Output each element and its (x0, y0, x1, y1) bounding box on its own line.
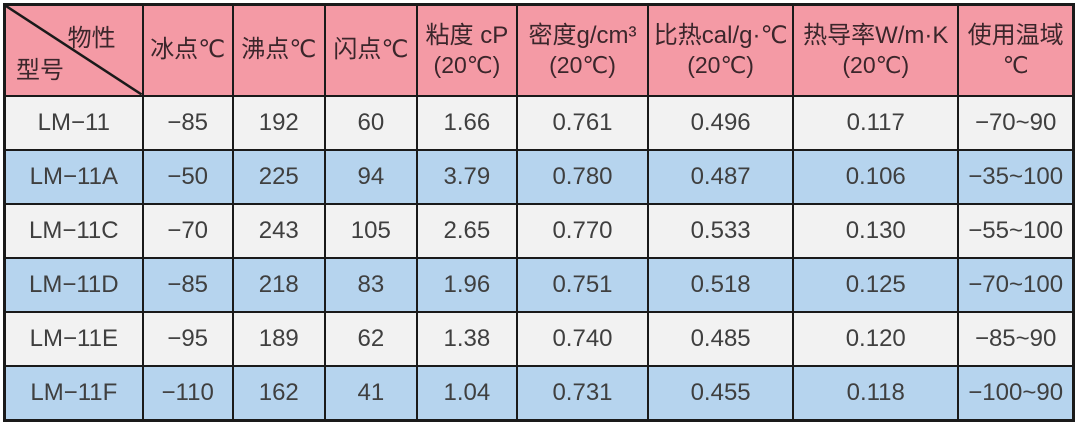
model-cell: LM−11D (3, 256, 144, 313)
header-row: 物性 型号 冰点℃ 沸点℃ 闪点℃ 粘度 cP (20℃) 密度g/cm³ (20℃) 比热c… (3, 3, 1075, 97)
value-cell: 0.106 (792, 148, 960, 205)
value-cell: −85~90 (957, 310, 1075, 367)
model-cell: LM−11 (3, 94, 144, 151)
value-cell: 1.04 (415, 364, 518, 422)
value-cell: −85 (141, 256, 234, 313)
value-cell: −95 (141, 310, 234, 367)
column-header-0: 冰点℃ (141, 3, 234, 97)
value-cell: 94 (323, 148, 418, 205)
properties-table: 物性 型号 冰点℃ 沸点℃ 闪点℃ 粘度 cP (20℃) 密度g/cm³ (20℃) 比热c… (3, 3, 1075, 422)
value-cell: 0.780 (515, 148, 650, 205)
column-header-4: 密度g/cm³ (20℃) (515, 3, 650, 97)
value-cell: 0.770 (515, 202, 650, 259)
value-cell: 3.79 (415, 148, 518, 205)
value-cell: −50 (141, 148, 234, 205)
value-cell: 0.533 (647, 202, 795, 259)
corner-model-label: 型号 (16, 56, 64, 84)
table-row: LM−11C −70 243 105 2.65 0.770 0.533 0.130 −55~10… (3, 202, 1075, 259)
value-cell: −85 (141, 94, 234, 151)
diagonal-divider-line (6, 6, 142, 95)
table-row: LM−11 −85 192 60 1.66 0.761 0.496 0.117 −70~90 (3, 94, 1075, 151)
value-cell: 105 (323, 202, 418, 259)
value-cell: 0.518 (647, 256, 795, 313)
value-cell: −70~100 (957, 256, 1075, 313)
value-cell: 2.65 (415, 202, 518, 259)
value-cell: 83 (323, 256, 418, 313)
value-cell: 60 (323, 94, 418, 151)
value-cell: 225 (231, 148, 326, 205)
value-cell: 218 (231, 256, 326, 313)
column-header-7: 使用温域 ℃ (957, 3, 1075, 97)
model-cell: LM−11A (3, 148, 144, 205)
value-cell: 1.38 (415, 310, 518, 367)
column-header-5: 比热cal/g·℃ (20℃) (647, 3, 795, 97)
model-cell: LM−11F (3, 364, 144, 422)
value-cell: −110 (141, 364, 234, 422)
value-cell: 162 (231, 364, 326, 422)
table-body: LM−11 −85 192 60 1.66 0.761 0.496 0.117 −70~90 LM… (3, 94, 1075, 422)
value-cell: 1.96 (415, 256, 518, 313)
value-cell: 0.751 (515, 256, 650, 313)
value-cell: −70~90 (957, 94, 1075, 151)
value-cell: −70 (141, 202, 234, 259)
value-cell: 62 (323, 310, 418, 367)
value-cell: 0.120 (792, 310, 960, 367)
value-cell: 0.125 (792, 256, 960, 313)
value-cell: 0.487 (647, 148, 795, 205)
value-cell: −35~100 (957, 148, 1075, 205)
value-cell: 0.118 (792, 364, 960, 422)
value-cell: 0.117 (792, 94, 960, 151)
value-cell: 0.740 (515, 310, 650, 367)
value-cell: 0.485 (647, 310, 795, 367)
value-cell: 189 (231, 310, 326, 367)
column-header-2: 闪点℃ (323, 3, 418, 97)
model-cell: LM−11C (3, 202, 144, 259)
column-header-3: 粘度 cP (20℃) (415, 3, 518, 97)
model-cell: LM−11E (3, 310, 144, 367)
value-cell: −100~90 (957, 364, 1075, 422)
value-cell: 0.731 (515, 364, 650, 422)
value-cell: 0.455 (647, 364, 795, 422)
table-row: LM−11D −85 218 83 1.96 0.751 0.518 0.125 −70~100 (3, 256, 1075, 313)
value-cell: 0.130 (792, 202, 960, 259)
value-cell: 41 (323, 364, 418, 422)
corner-property-label: 物性 (67, 25, 116, 52)
corner-header-cell: 物性 型号 (3, 3, 144, 97)
value-cell: 0.496 (647, 94, 795, 151)
value-cell: −55~100 (957, 202, 1075, 259)
table-row: LM−11E −95 189 62 1.38 0.740 0.485 0.120 −85~90 (3, 310, 1075, 367)
value-cell: 192 (231, 94, 326, 151)
table-row: LM−11F −110 162 41 1.04 0.731 0.455 0.118 −100~9… (3, 364, 1075, 422)
table-row: LM−11A −50 225 94 3.79 0.780 0.487 0.106 −35~100 (3, 148, 1075, 205)
value-cell: 0.761 (515, 94, 650, 151)
column-header-6: 热导率W/m·K (20℃) (792, 3, 960, 97)
column-header-1: 沸点℃ (231, 3, 326, 97)
value-cell: 243 (231, 202, 326, 259)
value-cell: 1.66 (415, 94, 518, 151)
